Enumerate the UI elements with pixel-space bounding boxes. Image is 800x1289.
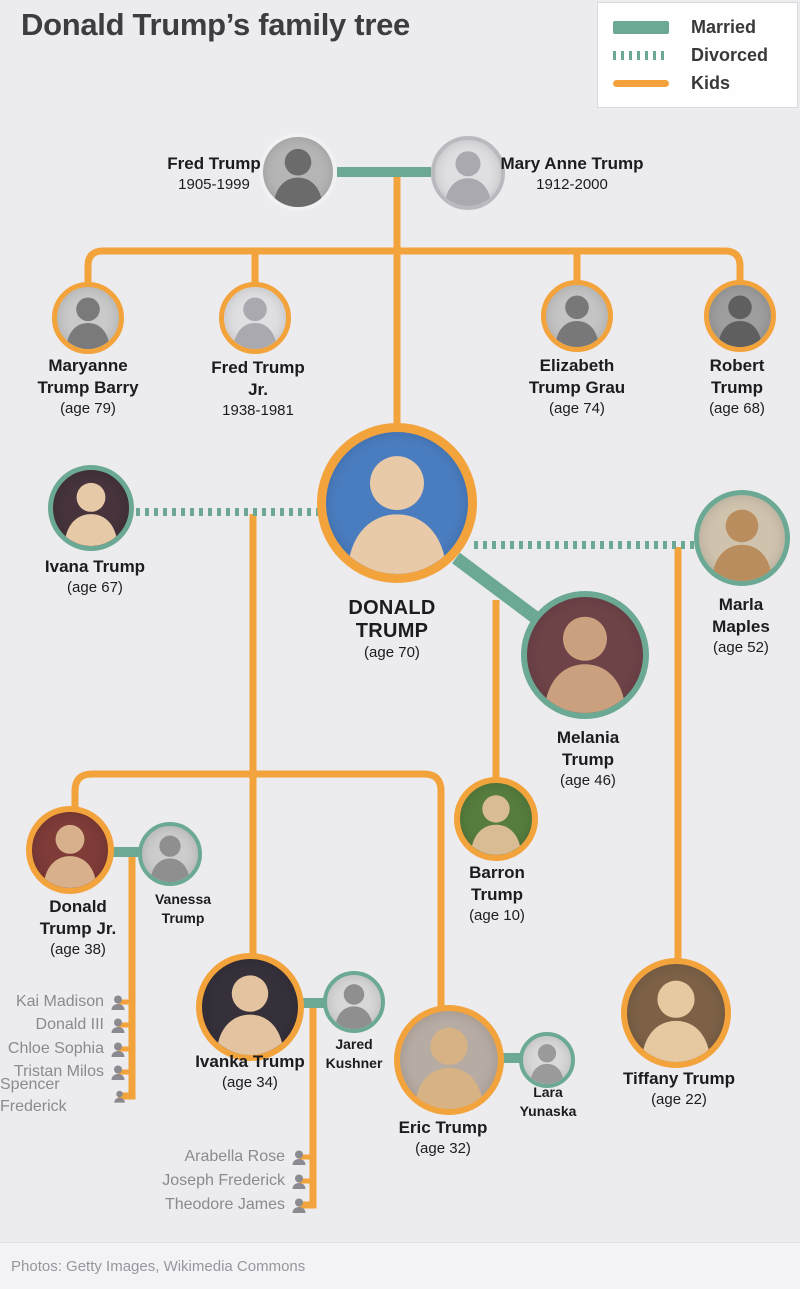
married-line-donald-melania xyxy=(452,552,544,627)
label-donald-trump: DONALD TRUMP (age 70) xyxy=(348,597,436,661)
person-silhouette-icon xyxy=(150,835,190,882)
label-elizabeth-trump-grau: Elizabeth Trump Grau (age 74) xyxy=(528,356,626,417)
label-fred-trump: Fred Trump 1905-1999 xyxy=(167,154,261,193)
person-icon xyxy=(111,1065,125,1080)
person-silhouette-icon xyxy=(718,295,762,347)
avatar-fred-trump xyxy=(259,133,337,211)
person-silhouette-icon xyxy=(347,456,447,574)
legend-label: Kids xyxy=(691,72,731,93)
label-lara-yunaska: Lara Yunaska xyxy=(519,1084,577,1119)
person-silhouette-icon xyxy=(530,1044,564,1084)
label-robert-trump: Robert Trump (age 68) xyxy=(709,356,765,417)
label-jared-kushner: Jared Kushner xyxy=(325,1036,383,1071)
person-icon xyxy=(111,1018,125,1033)
person-icon xyxy=(114,1090,125,1103)
legend-item-married: Married xyxy=(613,13,797,41)
avatar-barron-trump xyxy=(454,777,538,861)
label-tiffany-trump: Tiffany Trump (age 22) xyxy=(622,1069,736,1108)
label-donald-trump-jr: Donald Trump Jr. (age 38) xyxy=(39,897,117,958)
legend-item-kids: Kids xyxy=(613,69,797,97)
person-silhouette-icon xyxy=(43,824,97,888)
avatar-ivana-trump xyxy=(48,465,134,551)
avatar-lara-yunaska xyxy=(519,1032,575,1088)
married-line-swatch xyxy=(613,20,669,34)
person-silhouette-icon xyxy=(470,795,522,855)
legend-label: Married xyxy=(691,16,757,37)
avatar-tiffany-trump xyxy=(621,958,731,1068)
person-silhouette-icon xyxy=(414,1027,484,1109)
avatar-marla-maples xyxy=(694,490,790,586)
label-eric-trump: Eric Trump (age 32) xyxy=(398,1118,488,1157)
label-barron-trump: Barron Trump (age 10) xyxy=(469,863,525,924)
label-ivanka-trump: Ivanka Trump (age 34) xyxy=(195,1052,305,1091)
kids-ticks-donjr-children xyxy=(118,999,132,1075)
label-marla-maples: Marla Maples (age 52) xyxy=(712,595,770,656)
person-silhouette-icon xyxy=(273,148,323,207)
kids-line-swatch xyxy=(613,79,669,87)
avatar-maryanne-trump-barry xyxy=(52,282,124,354)
avatar-donald-trump-jr xyxy=(26,806,114,894)
divorced-line-swatch xyxy=(613,50,669,60)
grandchild-kai-madison: Kai Madison xyxy=(16,991,126,1013)
person-icon xyxy=(111,1042,125,1057)
legend-item-divorced: Divorced xyxy=(613,41,797,69)
avatar-eric-trump xyxy=(394,1005,504,1115)
avatar-elizabeth-trump-grau xyxy=(541,280,613,352)
grandchild-arabella-rose: Arabella Rose xyxy=(185,1146,308,1168)
person-silhouette-icon xyxy=(66,297,110,349)
kids-line-sibling-bar xyxy=(84,247,744,284)
page-title: Donald Trump’s family tree xyxy=(21,7,410,42)
photo-credits: Photos: Getty Images, Wikimedia Commons xyxy=(11,1258,306,1275)
grandchild-chloe-sophia: Chloe Sophia xyxy=(8,1038,126,1060)
legend: Married Divorced Kids xyxy=(597,2,798,108)
person-icon xyxy=(292,1198,306,1213)
avatar-jared-kushner xyxy=(323,971,385,1033)
kids-line-ivanka-children xyxy=(299,1004,317,1209)
kids-line-donjr-children xyxy=(118,855,136,1100)
grandchild-spencer-frederick: Spencer Frederick xyxy=(0,1076,126,1115)
person-silhouette-icon xyxy=(711,509,773,581)
avatar-mary-anne-trump xyxy=(431,136,505,210)
grandchild-theodore-james: Theodore James xyxy=(165,1194,307,1216)
grandchild-tristan-milos: Tristan Milos xyxy=(14,1061,126,1083)
person-silhouette-icon xyxy=(233,297,277,349)
avatar-robert-trump xyxy=(704,280,776,352)
footer: Photos: Getty Images, Wikimedia Commons xyxy=(0,1242,800,1289)
person-silhouette-icon xyxy=(444,151,492,206)
person-silhouette-icon xyxy=(544,616,626,713)
label-vanessa-trump: Vanessa Trump xyxy=(154,891,212,926)
label-mary-anne-trump: Mary Anne Trump 1912-2000 xyxy=(500,154,644,193)
label-ivana-trump: Ivana Trump (age 67) xyxy=(44,557,146,596)
avatar-donald-trump xyxy=(317,423,477,583)
avatar-ivanka-trump xyxy=(196,953,304,1061)
person-icon xyxy=(292,1174,306,1189)
legend-label: Divorced xyxy=(691,44,769,65)
avatar-fred-trump-jr xyxy=(219,282,291,354)
kids-line-gen3-bar xyxy=(71,770,445,1007)
person-silhouette-icon xyxy=(64,482,118,546)
person-icon xyxy=(292,1150,306,1165)
label-maryanne-trump-barry: Maryanne Trump Barry (age 79) xyxy=(37,356,139,417)
person-silhouette-icon xyxy=(641,980,711,1062)
grandchild-donald-iii: Donald III xyxy=(36,1014,126,1036)
avatar-melania-trump xyxy=(521,591,649,719)
person-silhouette-icon xyxy=(335,984,373,1029)
person-icon xyxy=(111,995,125,1010)
person-silhouette-icon xyxy=(555,295,599,347)
avatar-vanessa-trump xyxy=(138,822,202,886)
grandchild-joseph-frederick: Joseph Frederick xyxy=(162,1170,307,1192)
label-fred-trump-jr: Fred Trump Jr. 1938-1981 xyxy=(211,358,305,419)
label-melania-trump: Melania Trump (age 46) xyxy=(556,728,620,789)
person-silhouette-icon xyxy=(216,975,284,1055)
